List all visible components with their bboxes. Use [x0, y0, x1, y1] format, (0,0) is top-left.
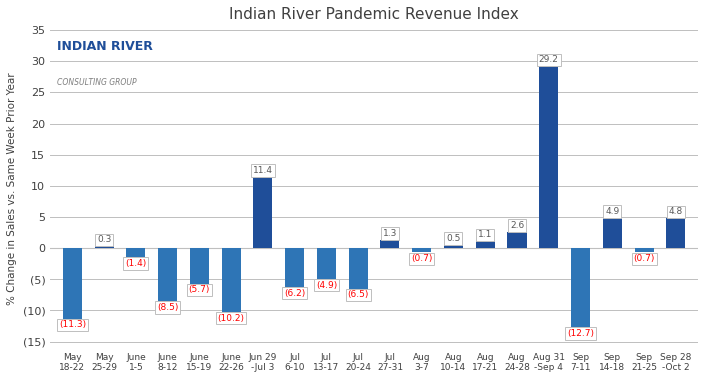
Bar	[634, 248, 654, 252]
Text: (11.3): (11.3)	[59, 320, 86, 329]
Text: (12.7): (12.7)	[567, 329, 594, 338]
Text: 4.9: 4.9	[605, 207, 620, 216]
Bar	[349, 248, 368, 288]
Text: 1.3: 1.3	[383, 229, 397, 238]
Text: (1.4): (1.4)	[125, 259, 147, 268]
Text: (6.5): (6.5)	[348, 290, 369, 299]
Text: (8.5): (8.5)	[157, 303, 178, 312]
Text: 11.4: 11.4	[253, 166, 273, 175]
Y-axis label: % Change in Sales vs. Same Week Prior Year: % Change in Sales vs. Same Week Prior Ye…	[7, 73, 17, 305]
Text: (4.9): (4.9)	[316, 280, 337, 290]
Bar	[539, 66, 558, 248]
Bar	[158, 248, 177, 301]
Bar	[603, 218, 622, 248]
Bar	[94, 246, 114, 248]
Bar	[444, 245, 463, 248]
Text: 4.8: 4.8	[669, 207, 683, 216]
Bar	[571, 248, 590, 327]
Text: 0.5: 0.5	[446, 234, 460, 243]
Text: (0.7): (0.7)	[633, 254, 655, 263]
Bar	[381, 240, 400, 248]
Bar	[285, 248, 304, 287]
Bar	[666, 218, 685, 248]
Title: Indian River Pandemic Revenue Index: Indian River Pandemic Revenue Index	[229, 7, 519, 22]
Text: 2.6: 2.6	[510, 221, 524, 230]
Bar	[126, 248, 145, 257]
Bar	[63, 248, 82, 318]
Bar	[317, 248, 336, 279]
Text: INDIAN RIVER: INDIAN RIVER	[56, 39, 152, 53]
Bar	[476, 241, 495, 248]
Bar	[412, 248, 431, 252]
Text: (5.7): (5.7)	[189, 285, 210, 294]
Text: (6.2): (6.2)	[284, 288, 305, 298]
Text: 0.3: 0.3	[97, 235, 111, 244]
Text: (0.7): (0.7)	[411, 254, 432, 263]
Text: CONSULTING GROUP: CONSULTING GROUP	[56, 78, 136, 87]
Text: 1.1: 1.1	[478, 230, 492, 240]
Bar	[190, 248, 209, 283]
Text: 29.2: 29.2	[539, 55, 558, 64]
Bar	[508, 232, 527, 248]
Bar	[221, 248, 240, 312]
Text: (10.2): (10.2)	[218, 313, 245, 323]
Bar	[253, 177, 272, 248]
